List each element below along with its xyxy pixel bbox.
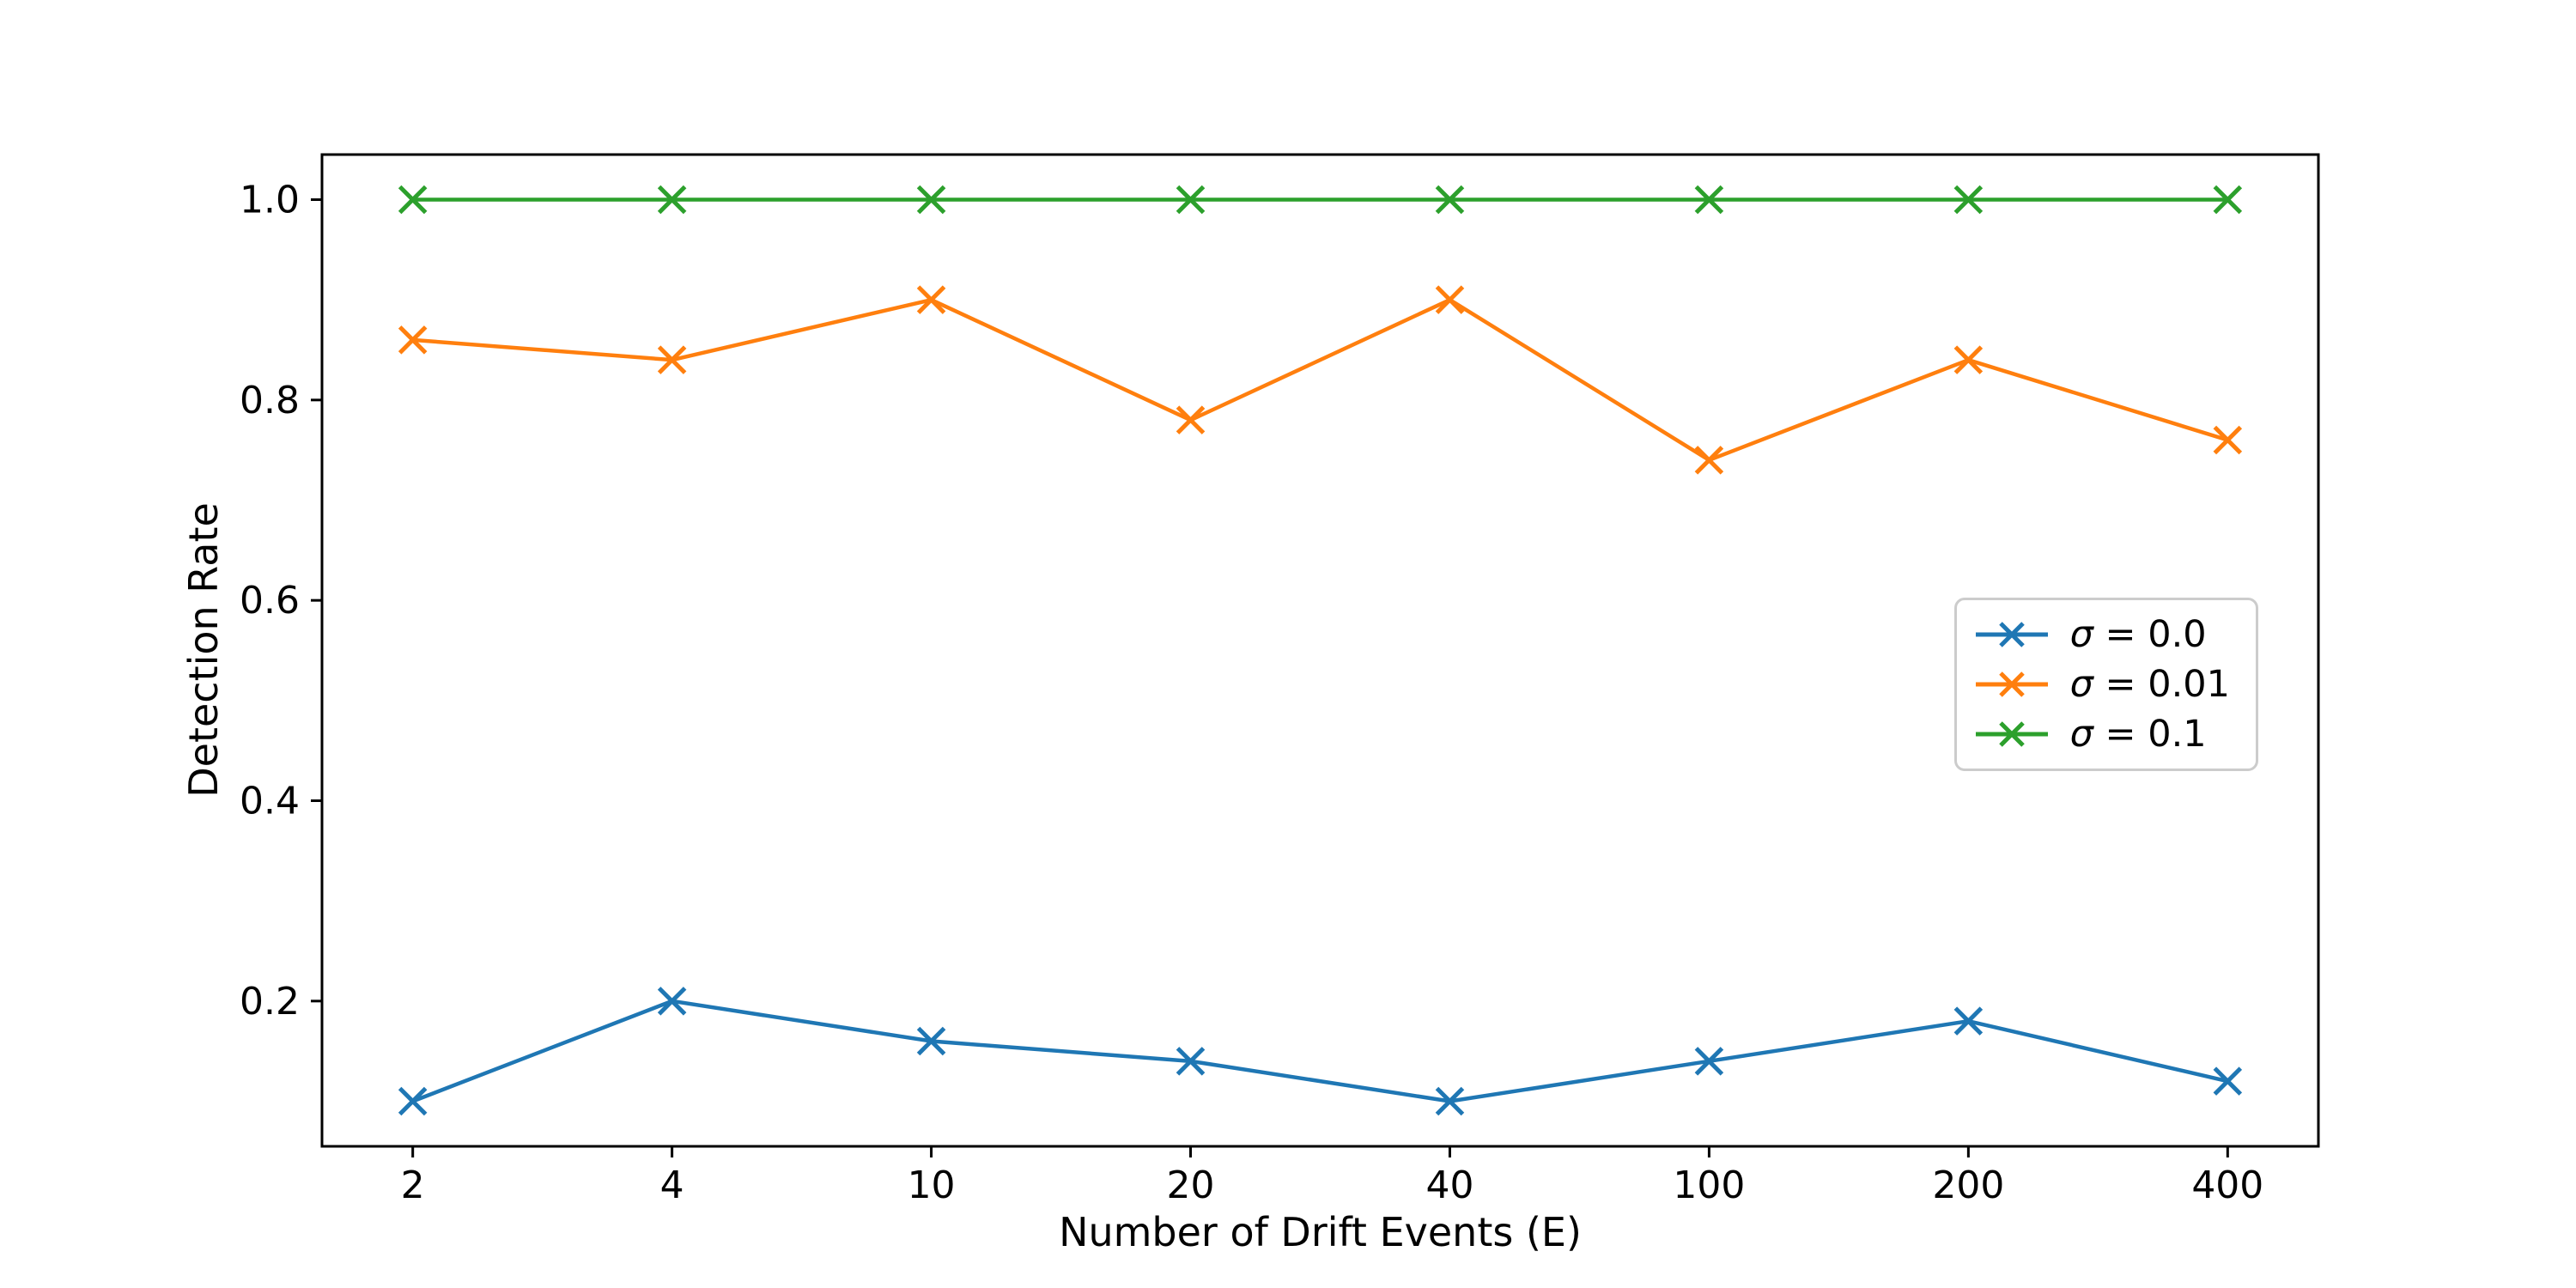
x-marker [916, 285, 946, 314]
y-axis-label: Detection Rate [180, 502, 227, 798]
x-marker [916, 185, 946, 215]
x-marker [398, 1086, 428, 1116]
y-tick-label: 0.4 [240, 780, 300, 823]
legend-line-x-marker-icon [1975, 671, 2048, 697]
x-axis-label: Number of Drift Events (E) [1059, 1209, 1582, 1255]
x-marker [2213, 1066, 2243, 1096]
y-tick-label: 1.0 [240, 179, 300, 222]
series-line [411, 999, 2228, 1103]
x-tick-label: 4 [660, 1163, 684, 1207]
legend: σ = 0.0 σ = 0.01 σ = 0.1 [1953, 598, 2258, 771]
x-marker [1435, 285, 1465, 314]
x-marker [657, 185, 687, 215]
y-tick-label: 0.2 [240, 980, 300, 1024]
x-marker [1953, 185, 1984, 215]
x-marker [1435, 185, 1465, 215]
y-tick-label: 0.6 [240, 579, 300, 623]
legend-item: σ = 0.01 [1974, 663, 2230, 706]
x-marker [1176, 185, 1206, 215]
series-line [412, 297, 2228, 463]
x-marker [916, 1026, 946, 1056]
x-marker [1435, 1086, 1465, 1116]
y-tick-label: 0.8 [240, 379, 300, 422]
legend-item: σ = 0.1 [1974, 713, 2230, 756]
legend-label: σ = 0.0 [2069, 613, 2207, 656]
x-marker [657, 345, 687, 374]
x-marker [1176, 1047, 1206, 1076]
x-tick-label: 100 [1673, 1163, 1745, 1207]
axes-box [320, 153, 2320, 1148]
x-tick-label: 2 [401, 1163, 425, 1207]
x-marker [2213, 185, 2243, 215]
legend-label: σ = 0.1 [2069, 713, 2207, 756]
legend-line-x-marker-icon [1975, 721, 2048, 747]
x-marker [398, 325, 428, 355]
x-marker [1953, 1006, 1984, 1036]
x-marker [398, 185, 428, 215]
series-0 [398, 987, 2243, 1116]
x-marker [1694, 185, 1724, 215]
x-tick-label: 10 [908, 1163, 956, 1207]
x-marker [1953, 345, 1984, 374]
x-tick-label: 20 [1167, 1163, 1215, 1207]
x-marker [1694, 446, 1724, 475]
x-tick-label: 400 [2191, 1163, 2263, 1207]
series-2 [398, 185, 2243, 215]
x-marker [2213, 425, 2243, 455]
legend-label: σ = 0.01 [2069, 663, 2230, 706]
legend-item: σ = 0.0 [1974, 613, 2230, 656]
series-1 [398, 285, 2243, 475]
legend-line-x-marker-icon [1975, 622, 2048, 647]
x-marker [1176, 405, 1206, 434]
x-marker [657, 987, 687, 1016]
x-tick-label: 200 [1932, 1163, 2004, 1207]
x-marker [1694, 1047, 1724, 1076]
x-tick-label: 40 [1425, 1163, 1473, 1207]
